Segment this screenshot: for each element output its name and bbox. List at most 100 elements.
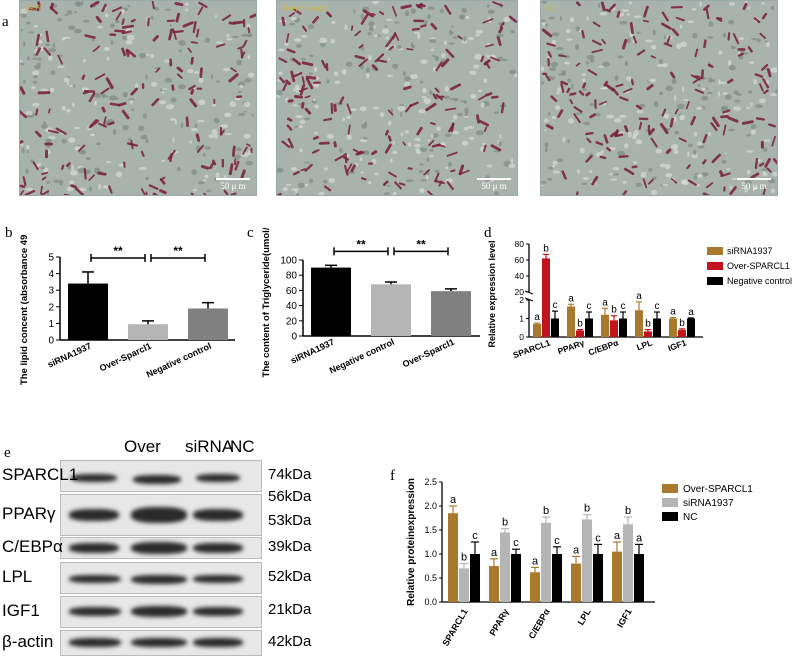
- bar-sirna1937: [541, 522, 551, 602]
- significance-letter: a: [670, 307, 676, 318]
- cell: [775, 88, 777, 95]
- cell: [722, 32, 727, 38]
- cell: [436, 126, 442, 131]
- stained-cell: [595, 141, 604, 146]
- cell: [226, 38, 233, 41]
- cell: [154, 7, 160, 11]
- cell: [234, 97, 241, 101]
- stained-cell: [591, 39, 602, 46]
- wb-band: [69, 638, 121, 647]
- cell: [88, 186, 92, 192]
- stained-cell: [304, 95, 311, 99]
- cell: [575, 112, 583, 115]
- stained-cell: [130, 87, 139, 96]
- cell: [184, 8, 189, 12]
- cell: [309, 54, 314, 57]
- cell: [728, 19, 735, 25]
- cell: [739, 37, 744, 41]
- cell: [729, 185, 733, 190]
- bar-sirna1937: [669, 318, 677, 337]
- cell: [744, 180, 752, 185]
- cell: [693, 175, 697, 180]
- y-tick-label: 0.0: [424, 597, 437, 607]
- stained-cell: [687, 179, 697, 186]
- cell: [342, 117, 345, 122]
- cell: [368, 180, 372, 185]
- cell: [544, 147, 548, 153]
- stained-cell: [293, 71, 303, 78]
- cell: [759, 98, 766, 104]
- cell: [458, 14, 466, 20]
- cell: [190, 128, 198, 132]
- cell: [419, 80, 424, 84]
- cell: [69, 180, 75, 185]
- cell: [448, 42, 456, 45]
- stained-cell: [95, 15, 102, 24]
- x-tick-label: Over-Sparcl1: [98, 341, 153, 374]
- stained-cell: [569, 92, 577, 96]
- stained-cell: [729, 186, 737, 195]
- cell: [574, 44, 580, 51]
- stained-cell: [575, 1, 581, 7]
- stained-cell: [618, 154, 629, 159]
- stained-cell: [20, 140, 24, 144]
- cell: [606, 114, 615, 119]
- cell: [597, 2, 601, 9]
- y-axis-title: The content of Triglyceride(umol/L): [261, 228, 272, 377]
- stained-cell: [560, 82, 565, 93]
- cell: [216, 80, 221, 83]
- cell: [40, 166, 46, 170]
- stained-cell: [278, 76, 285, 84]
- cell: [223, 112, 232, 118]
- stained-cell: [22, 176, 27, 187]
- cell: [485, 175, 490, 178]
- cell: [122, 124, 129, 131]
- wb-band: [193, 509, 243, 521]
- cell: [427, 13, 431, 20]
- cell: [419, 147, 428, 152]
- cell: [303, 184, 309, 187]
- stained-cell: [77, 144, 86, 152]
- stained-cell: [286, 48, 296, 54]
- cell: [692, 32, 698, 39]
- stained-cell: [614, 133, 624, 138]
- stained-cell: [759, 32, 766, 39]
- stained-cell: [727, 116, 739, 123]
- stained-cell: [635, 104, 643, 110]
- cell: [61, 105, 66, 111]
- stained-cell: [592, 21, 601, 28]
- wb-band: [131, 542, 187, 554]
- cell: [127, 4, 131, 8]
- cell: [33, 24, 39, 28]
- stained-cell: [669, 71, 676, 79]
- stained-cell: [288, 12, 295, 17]
- bar-negative-control: [687, 318, 695, 337]
- cell: [387, 74, 393, 78]
- cell: [547, 166, 554, 170]
- stained-cell: [623, 125, 629, 133]
- cell: [61, 37, 66, 41]
- stained-cell: [312, 16, 320, 24]
- cell: [671, 144, 679, 150]
- cell: [640, 171, 647, 178]
- bar-nc: [470, 554, 480, 602]
- stained-cell: [304, 163, 313, 172]
- cell: [154, 67, 162, 70]
- stained-cell: [638, 121, 643, 130]
- wb-strip-lpl: [60, 562, 262, 594]
- stained-cell: [661, 11, 669, 22]
- legend-label: siRNA1937: [683, 498, 734, 509]
- cell: [744, 1, 748, 4]
- cell: [486, 164, 493, 168]
- stained-cell: [434, 172, 440, 182]
- stained-cell: [232, 20, 244, 25]
- cell: [245, 160, 254, 166]
- cell: [430, 37, 436, 40]
- stained-cell: [702, 4, 710, 11]
- stained-cell: [693, 75, 701, 78]
- stained-cell: [450, 122, 455, 133]
- stained-cell: [176, 66, 184, 73]
- bar-nc: [593, 554, 603, 602]
- stained-cell: [41, 176, 47, 181]
- stained-cell: [435, 94, 444, 101]
